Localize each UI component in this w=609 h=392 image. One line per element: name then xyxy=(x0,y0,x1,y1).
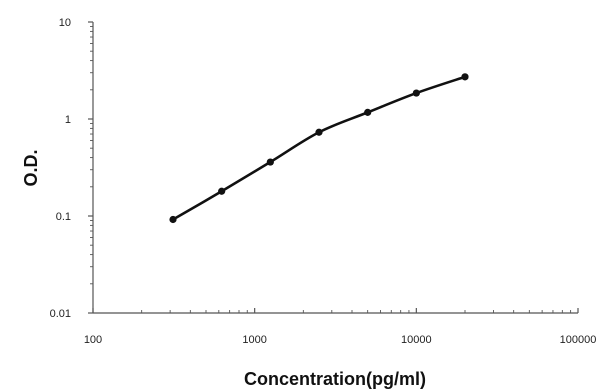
data-point xyxy=(364,108,372,116)
y-tick-label: 0.1 xyxy=(56,211,71,223)
x-tick-label: 1000 xyxy=(242,334,266,346)
y-tick-label: 1 xyxy=(65,114,71,126)
data-points xyxy=(169,73,469,224)
y-tick-label: 0.01 xyxy=(50,308,71,320)
axis-tick-labels: 0.01 0.1 1 10 100 1000 10000 100000 xyxy=(50,17,597,346)
x-tick-label: 100000 xyxy=(560,334,597,346)
data-point xyxy=(315,128,323,136)
x-tick-label: 10000 xyxy=(401,334,432,346)
plot-axes xyxy=(92,22,578,314)
fitted-curve xyxy=(171,75,467,221)
data-point xyxy=(412,89,420,97)
y-tick-label: 10 xyxy=(59,17,71,29)
data-point xyxy=(266,158,274,166)
y-axis-title: O.D. xyxy=(21,149,41,186)
axis-ticks xyxy=(88,21,579,314)
x-tick-label: 100 xyxy=(84,334,102,346)
x-axis-title: Concentration(pg/ml) xyxy=(244,369,426,389)
data-point xyxy=(218,187,226,195)
data-point xyxy=(461,73,469,81)
data-point xyxy=(169,215,177,224)
